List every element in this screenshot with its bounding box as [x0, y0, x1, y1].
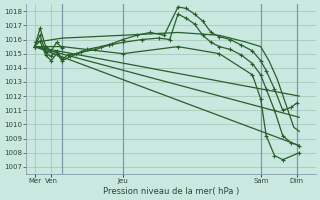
X-axis label: Pression niveau de la mer( hPa ): Pression niveau de la mer( hPa ): [103, 187, 239, 196]
